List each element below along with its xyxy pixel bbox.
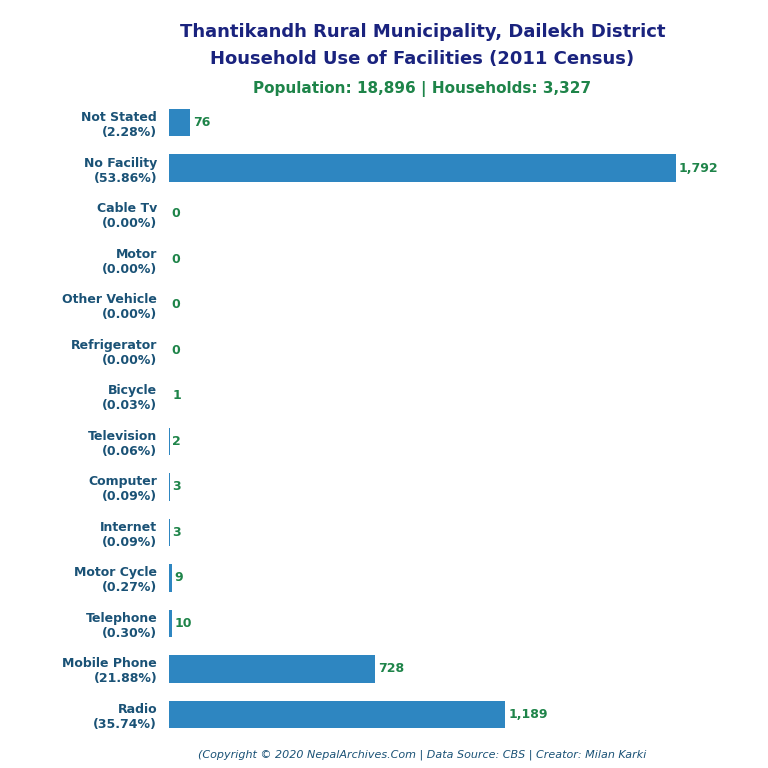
Bar [169,109,190,136]
Text: 0: 0 [172,298,180,311]
Bar [169,564,171,591]
Bar [169,655,375,683]
Text: 1: 1 [172,389,180,402]
Text: 3: 3 [173,480,181,493]
Text: Thantikandh Rural Municipality, Dailekh District: Thantikandh Rural Municipality, Dailekh … [180,23,665,41]
Text: 0: 0 [172,207,180,220]
Text: 1,792: 1,792 [679,161,718,174]
Bar [169,610,172,637]
Text: 0: 0 [172,344,180,357]
Bar [169,701,505,728]
Text: 9: 9 [174,571,183,584]
Text: (Copyright © 2020 NepalArchives.Com | Data Source: CBS | Creator: Milan Karki: (Copyright © 2020 NepalArchives.Com | Da… [198,750,647,760]
Text: 10: 10 [174,617,192,630]
Text: 1,189: 1,189 [508,708,548,721]
Bar [169,154,676,182]
Text: Household Use of Facilities (2011 Census): Household Use of Facilities (2011 Census… [210,50,634,68]
Text: 3: 3 [173,526,181,539]
Text: Population: 18,896 | Households: 3,327: Population: 18,896 | Households: 3,327 [253,81,591,97]
Bar [169,518,170,546]
Text: 76: 76 [194,116,210,129]
Bar [169,473,170,501]
Text: 2: 2 [172,435,181,448]
Text: 0: 0 [172,253,180,266]
Text: 728: 728 [378,663,404,676]
